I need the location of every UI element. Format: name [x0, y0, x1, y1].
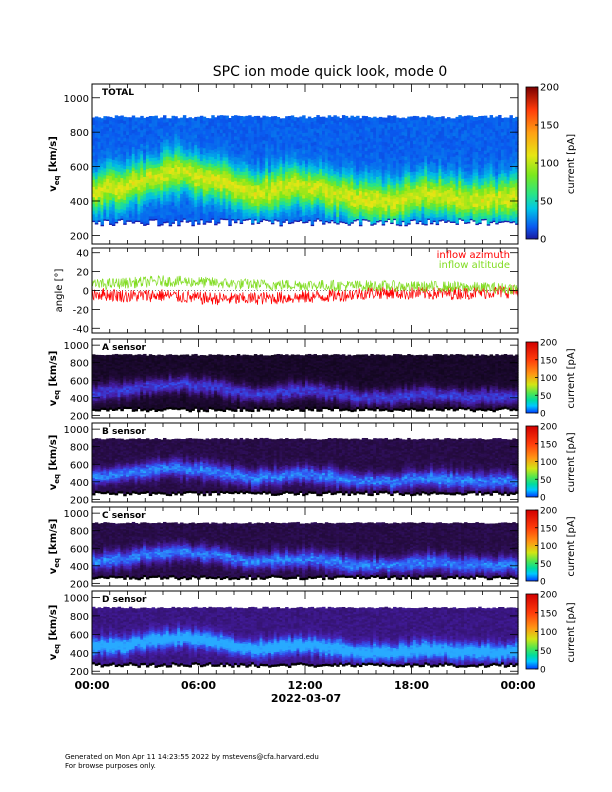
spectrogram-cell [217, 222, 220, 223]
spectrogram-cell [279, 225, 282, 226]
spectrogram-cell [240, 223, 243, 224]
spectrogram-cell [260, 221, 263, 222]
spc-quicklook-figure: SPC ion mode quick look, mode 0 TOTAL050… [0, 0, 612, 792]
total-spectrogram [92, 115, 519, 226]
spectrogram-cell [191, 221, 194, 225]
spectrogram-cell [160, 224, 163, 225]
spectrogram-cell [115, 222, 118, 223]
spectrogram-cell [101, 225, 104, 226]
spectrogram-cell [146, 224, 149, 225]
spectrogram-cell [228, 225, 231, 226]
spectrogram-cell [197, 223, 200, 224]
spectrogram-cell [282, 221, 285, 222]
spectrogram-cell [257, 223, 260, 224]
spectrogram-cell [208, 221, 211, 222]
spectrogram-cell [172, 222, 175, 223]
spectrogram-cell [169, 225, 172, 226]
spectrogram-cell [123, 223, 126, 224]
spectrogram-cell [234, 222, 237, 223]
spectrogram-cell [191, 225, 194, 226]
spectrogram-cell [197, 220, 200, 224]
spectrogram-cell [203, 223, 206, 224]
spectrogram-cell [95, 223, 98, 224]
spectrogram-cell [101, 221, 104, 225]
spectrogram-cell [132, 222, 135, 223]
spectrogram-cell [271, 223, 274, 224]
spectrogram-cell [112, 225, 115, 226]
spectrogram-cell [291, 222, 294, 223]
spectrogram-cell [146, 220, 149, 224]
spectrogram-cell [228, 221, 231, 225]
spectrogram-cell [180, 221, 183, 222]
spectrogram-cell [251, 223, 254, 224]
figure-title: SPC ion mode quick look, mode 0 [213, 64, 447, 80]
spectrogram-cell [177, 225, 180, 226]
spectrogram-cell [214, 224, 217, 225]
